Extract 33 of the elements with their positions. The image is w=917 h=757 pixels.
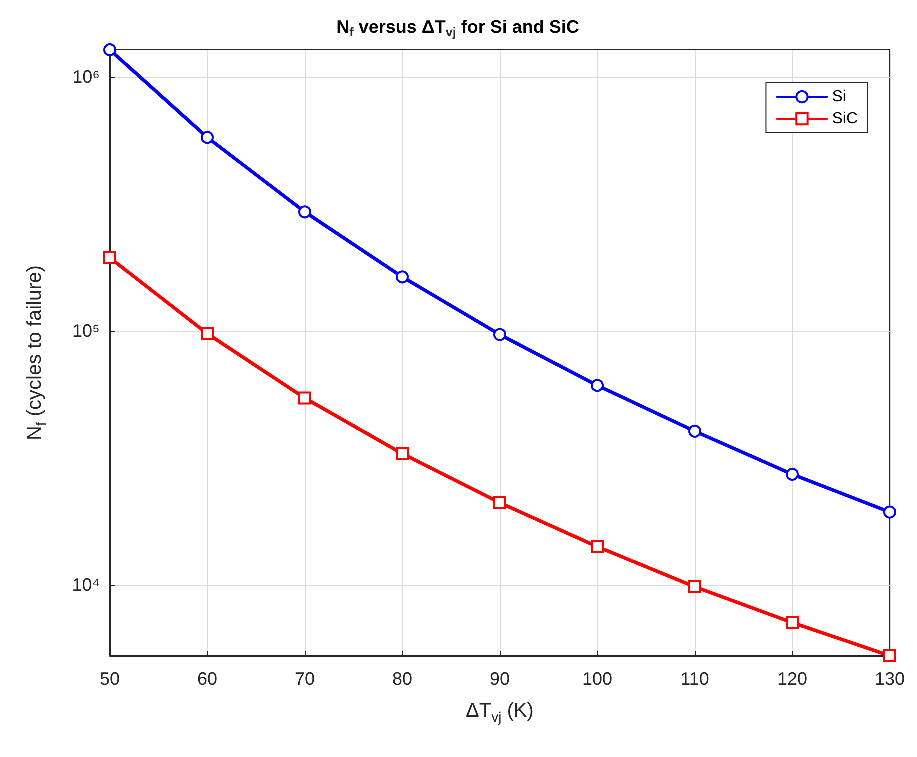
y-tick-label: 10⁴ xyxy=(72,574,100,595)
point xyxy=(396,270,409,284)
y-tick-label: 10⁵ xyxy=(72,320,100,341)
legend-label: SiC xyxy=(832,110,858,128)
point xyxy=(688,424,702,438)
x-tick-label: 90 xyxy=(490,669,510,689)
x-tick-label: 60 xyxy=(197,669,218,689)
point xyxy=(688,580,702,594)
x-tick-label: 110 xyxy=(680,669,710,689)
y-tick-label: 10⁶ xyxy=(72,67,100,88)
point xyxy=(104,251,116,264)
point xyxy=(396,447,409,460)
point xyxy=(883,506,896,519)
x-tick-label: 70 xyxy=(294,669,316,689)
point xyxy=(493,496,506,510)
x-tick-label: 50 xyxy=(100,669,120,689)
x-tick-label: 120 xyxy=(777,669,808,689)
point xyxy=(591,379,604,392)
point xyxy=(883,650,896,662)
point xyxy=(298,392,312,405)
point xyxy=(590,540,604,554)
point xyxy=(201,131,214,144)
x-tick-label: 130 xyxy=(874,669,906,689)
point xyxy=(104,44,116,56)
x-tick-label: 100 xyxy=(582,669,613,689)
point xyxy=(298,206,312,219)
point xyxy=(494,328,506,342)
legend-label: Si xyxy=(832,88,846,106)
y-axis-title: Nf (cycles to failure) xyxy=(24,265,49,441)
point xyxy=(786,468,799,481)
x-tick-label: 80 xyxy=(392,669,413,689)
point xyxy=(786,616,799,630)
point xyxy=(201,327,214,340)
